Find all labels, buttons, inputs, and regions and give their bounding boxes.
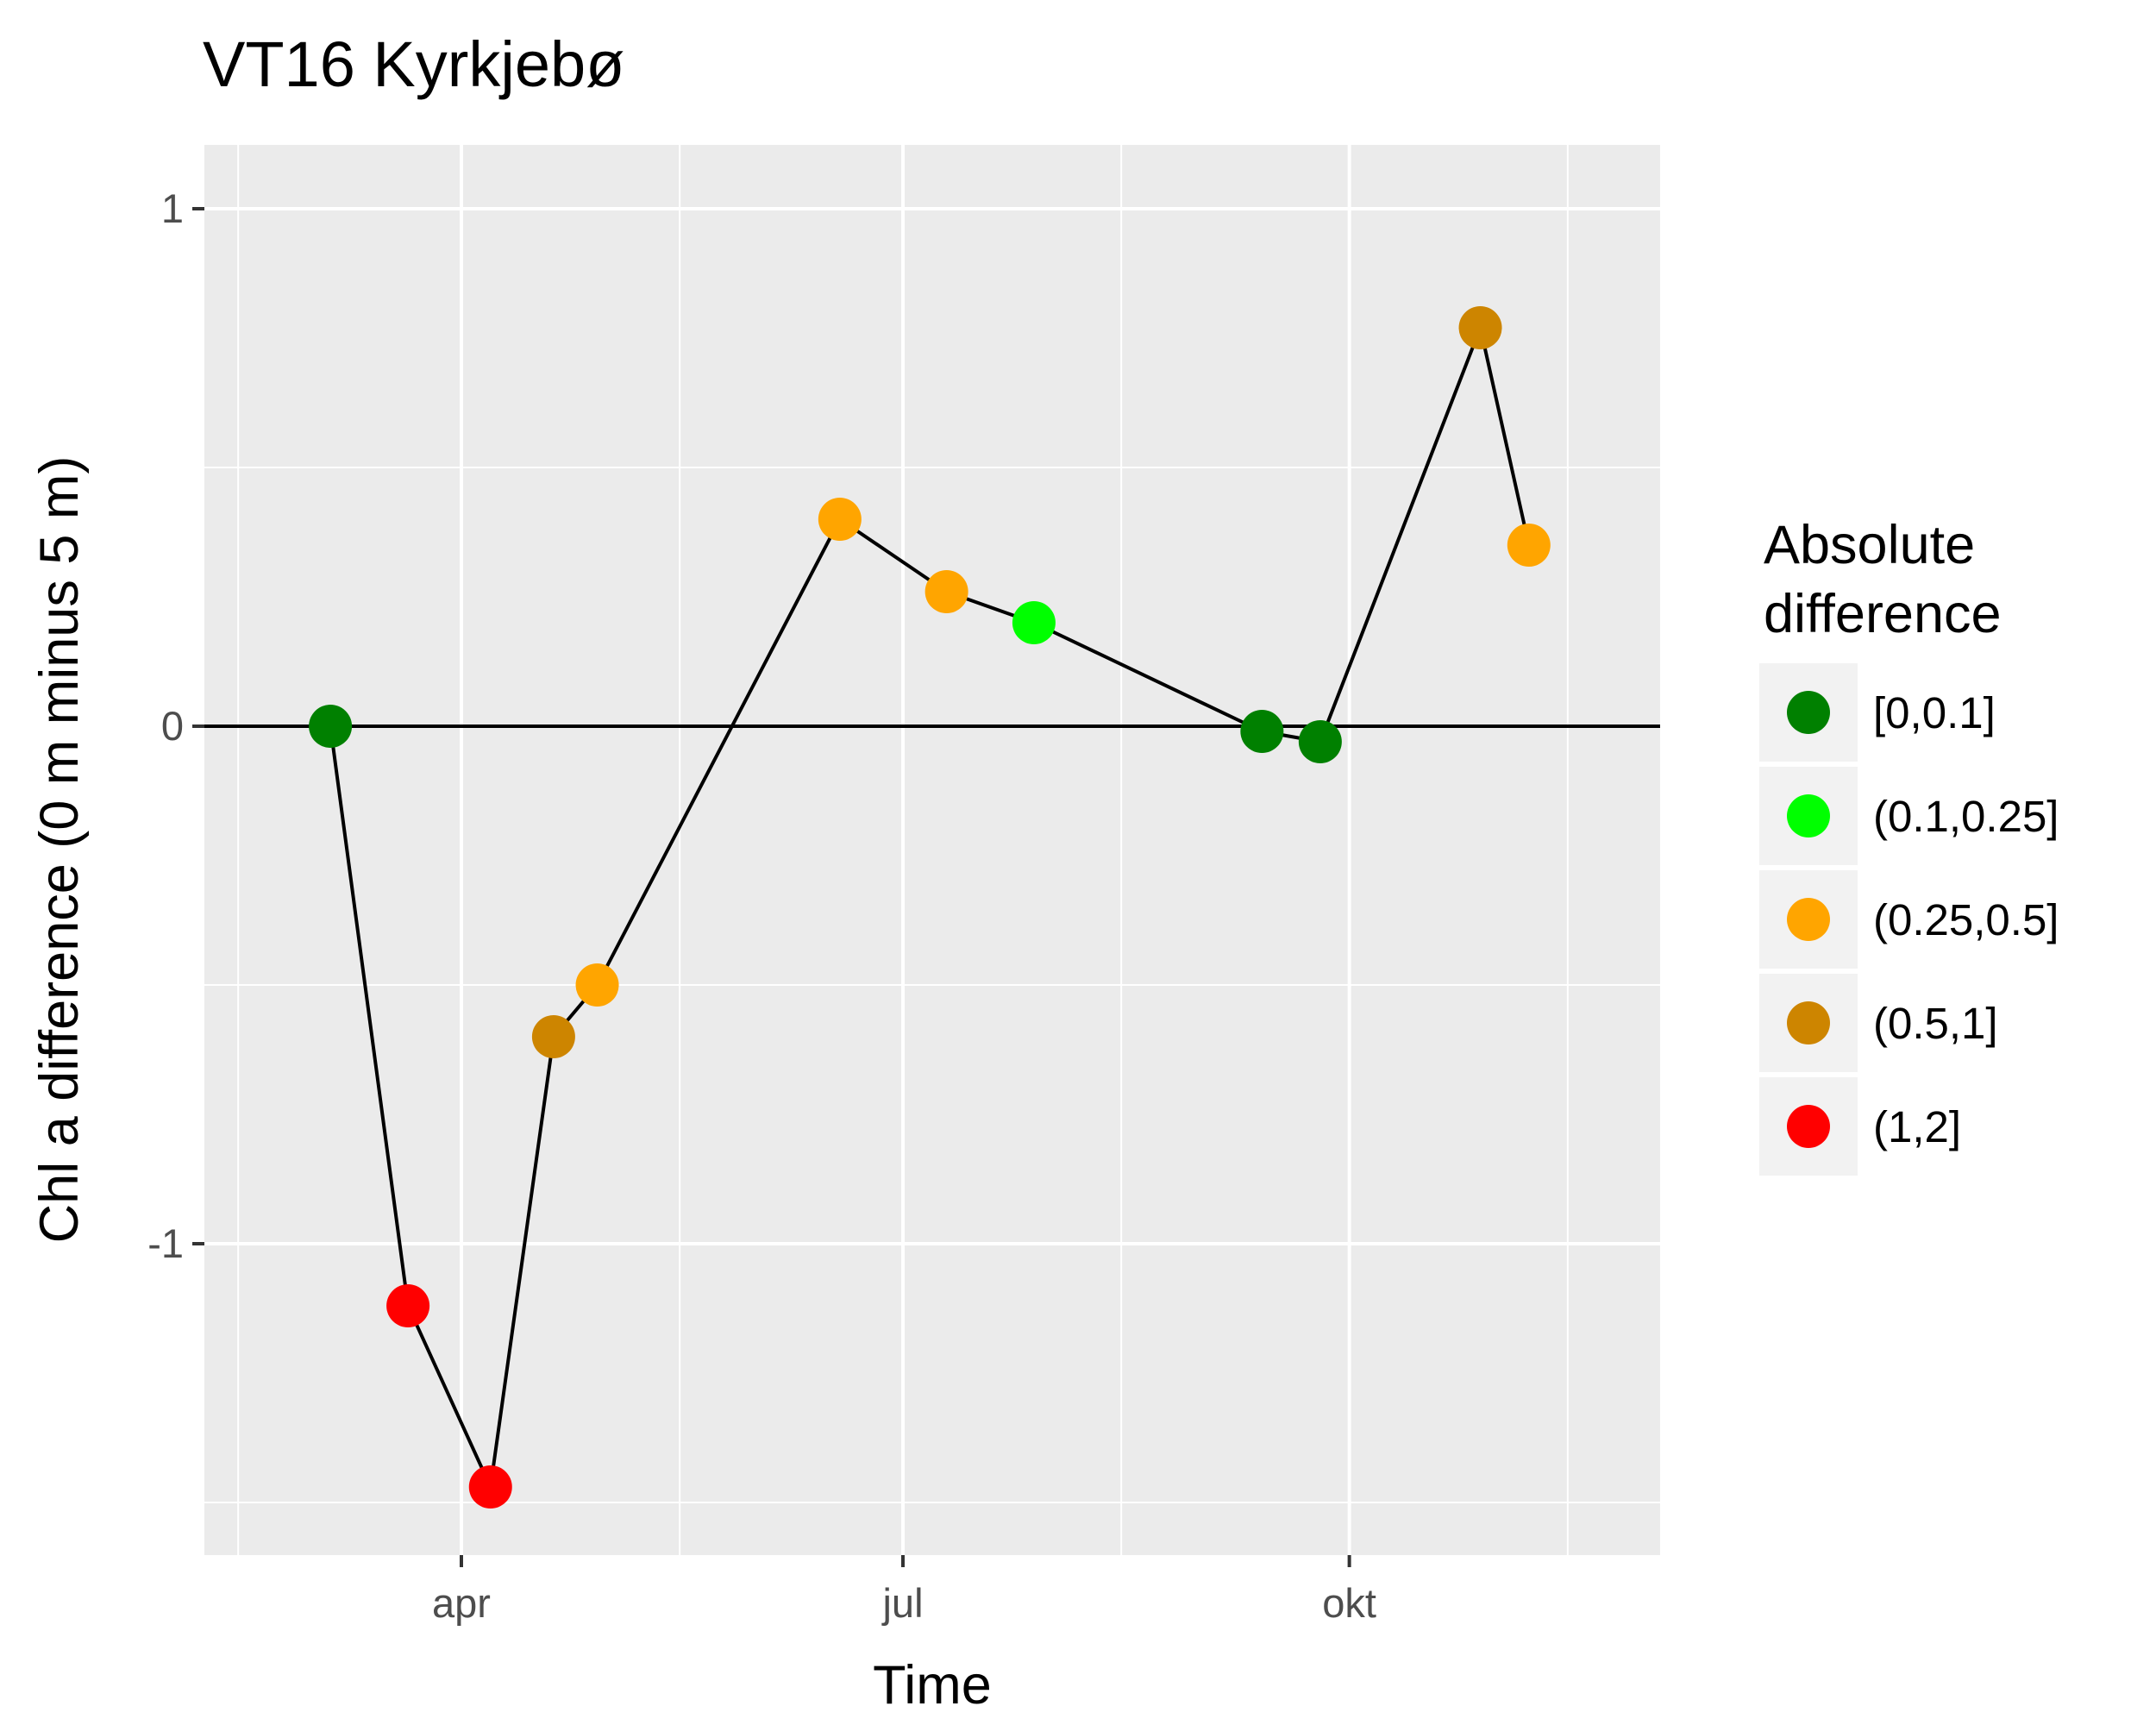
y-tick-label: 1 — [161, 185, 184, 231]
legend-title-line-2: difference — [1764, 584, 2002, 644]
legend-marker — [1787, 1001, 1830, 1044]
data-point — [1240, 710, 1284, 753]
axes: apr jul okt -1 0 1 — [147, 185, 1376, 1626]
legend-marker — [1787, 691, 1830, 734]
plot-panel — [204, 145, 1660, 1555]
data-point — [818, 498, 862, 541]
data-point — [575, 963, 619, 1007]
x-tick-label: jul — [881, 1580, 923, 1626]
data-point — [386, 1284, 430, 1327]
legend-label: [0,0.1] — [1873, 688, 1996, 737]
data-point — [468, 1465, 512, 1509]
legend-marker — [1787, 794, 1830, 837]
y-tick-label: 0 — [161, 703, 184, 749]
chart-title: VT16 Kyrkjebø — [203, 28, 624, 100]
data-point — [1298, 720, 1342, 763]
legend: Absolute difference [0,0.1] (0.1,0.25] (0.… — [1759, 515, 2059, 1176]
x-tick-label: apr — [432, 1580, 491, 1626]
legend-label: (0.1,0.25] — [1873, 792, 2059, 841]
data-point — [924, 570, 968, 613]
legend-label: (0.25,0.5] — [1873, 895, 2059, 944]
data-point — [531, 1015, 575, 1058]
data-point — [1507, 524, 1551, 567]
legend-marker — [1787, 898, 1830, 941]
data-point — [309, 705, 353, 748]
data-series-line — [204, 326, 1660, 1489]
series-line — [329, 326, 1531, 1489]
x-tick-label: okt — [1322, 1580, 1376, 1626]
data-point — [1458, 306, 1502, 349]
data-point — [1012, 601, 1056, 644]
x-axis-title: Time — [873, 1655, 992, 1716]
legend-entries: [0,0.1] (0.1,0.25] (0.25,0.5] (0.5,1] (1,2] — [1759, 663, 2059, 1176]
legend-marker — [1787, 1105, 1830, 1148]
y-tick-label: -1 — [147, 1220, 184, 1266]
legend-label: (1,2] — [1873, 1102, 1961, 1151]
legend-label: (0.5,1] — [1873, 999, 1998, 1048]
y-axis-title: Chl a difference (0 m minus 5 m) — [29, 456, 90, 1244]
data-points — [309, 306, 1551, 1509]
legend-title-line-1: Absolute — [1764, 515, 1975, 575]
